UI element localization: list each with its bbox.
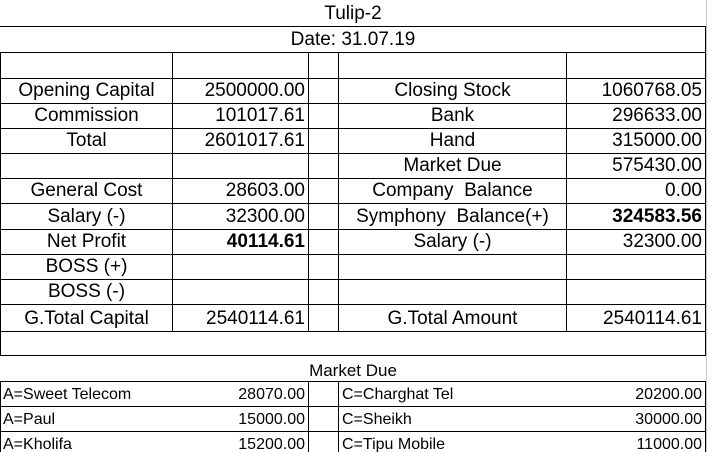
right-label: Symphony Balance(+)	[356, 206, 549, 227]
left-label: Net Profit	[46, 231, 127, 252]
market-due-name: A=Kholifa	[3, 436, 72, 452]
rule	[0, 254, 706, 255]
right-label: Salary (-)	[413, 231, 492, 252]
rule	[0, 406, 706, 407]
rule	[0, 128, 706, 129]
rule	[338, 381, 339, 452]
market-due-value: 28070.00	[238, 386, 305, 403]
right-value: 296633.00	[612, 105, 702, 126]
market-due-value: 15000.00	[238, 411, 305, 428]
rule	[566, 52, 567, 331]
right-value: 32300.00	[622, 231, 702, 252]
market-due-name: A=Sweet Telecom	[3, 386, 132, 403]
right-value: 0.00	[665, 180, 702, 201]
right-value: 575430.00	[612, 155, 702, 176]
rule	[705, 26, 706, 356]
left-label: G.Total Capital	[24, 308, 149, 329]
rule	[0, 178, 706, 179]
market-due-title: Market Due	[309, 361, 397, 380]
right-label: Market Due	[403, 155, 502, 176]
right-label: G.Total Amount	[387, 308, 518, 329]
rule	[0, 381, 706, 382]
rule	[308, 381, 309, 452]
left-value: 2601017.61	[204, 130, 305, 151]
market-due-value: 30000.00	[635, 411, 702, 428]
left-label: General Cost	[30, 180, 143, 201]
sheet-date: Date: 31.07.19	[290, 29, 416, 50]
rule	[0, 103, 706, 104]
left-label: Opening Capital	[18, 80, 155, 101]
market-due-value: 20200.00	[635, 386, 702, 403]
rule	[0, 153, 706, 154]
right-label: Hand	[429, 130, 476, 151]
rule	[0, 52, 1, 356]
left-value: 101017.61	[215, 105, 305, 126]
market-due-name: C=Sheikh	[342, 411, 412, 428]
rule	[0, 26, 706, 27]
sheet-title: Tulip-2	[324, 3, 382, 24]
rule	[0, 431, 706, 432]
left-value: 32300.00	[225, 206, 305, 227]
right-value: 315000.00	[612, 130, 702, 151]
left-value: 40114.61	[226, 231, 305, 252]
market-due-value: 11000.00	[636, 436, 702, 452]
left-label: Salary (-)	[47, 206, 126, 227]
right-label: Bank	[430, 105, 475, 126]
rule	[0, 355, 706, 356]
rule	[308, 52, 309, 331]
rule	[0, 203, 706, 204]
rule	[705, 381, 706, 452]
rule	[0, 78, 706, 79]
rule	[0, 381, 1, 452]
rule	[0, 229, 706, 230]
right-label: Closing Stock	[394, 80, 511, 101]
rule	[0, 52, 706, 53]
right-value: 324583.56	[612, 206, 702, 227]
left-value: 28603.00	[225, 180, 305, 201]
rule	[338, 52, 339, 331]
right-label: Company Balance	[372, 180, 533, 201]
left-label: BOSS (-)	[47, 281, 126, 302]
market-due-name: A=Paul	[3, 411, 56, 428]
grid-line	[706, 0, 707, 452]
rule	[0, 279, 706, 280]
right-value: 1060768.05	[601, 80, 702, 101]
market-due-value: 15200.00	[238, 436, 305, 452]
rule	[0, 331, 706, 332]
left-label: BOSS (+)	[45, 256, 128, 277]
right-value: 2540114.61	[603, 308, 702, 329]
rule	[0, 304, 706, 305]
left-label: Total	[66, 130, 107, 151]
market-due-name: C=Charghat Tel	[342, 386, 454, 403]
left-value: 2540114.61	[206, 308, 305, 329]
rule	[172, 52, 173, 331]
market-due-name: C=Tipu Mobile	[342, 436, 446, 452]
left-label: Commission	[34, 105, 139, 126]
left-value: 2500000.00	[204, 80, 305, 101]
